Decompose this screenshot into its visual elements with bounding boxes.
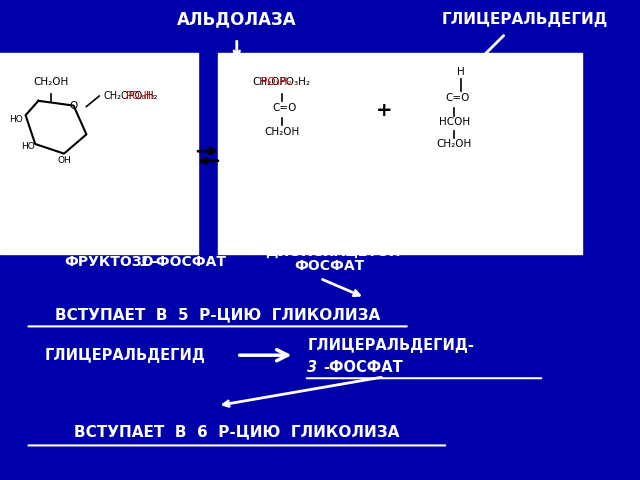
Text: ВСТУПАЕТ  В  6  Р-ЦИЮ  ГЛИКОЛИЗА: ВСТУПАЕТ В 6 Р-ЦИЮ ГЛИКОЛИЗА [74, 424, 399, 440]
Text: 3: 3 [307, 360, 317, 375]
Text: 1: 1 [140, 254, 149, 269]
Text: ДИОКСИАЦЕТОН-: ДИОКСИАЦЕТОН- [266, 245, 407, 259]
Text: H: H [457, 67, 465, 77]
Text: -ФОСФАТ: -ФОСФАТ [323, 360, 403, 375]
Text: HO: HO [9, 116, 23, 124]
Text: ГЛИЦЕРАЛЬДЕГИД-: ГЛИЦЕРАЛЬДЕГИД- [307, 338, 474, 353]
Text: CH₂OPO₃H₂: CH₂OPO₃H₂ [104, 91, 159, 101]
Text: HCOH: HCOH [439, 118, 470, 127]
FancyBboxPatch shape [218, 53, 582, 254]
Text: PO₃H₂: PO₃H₂ [126, 91, 155, 101]
Text: CH₂OH: CH₂OH [264, 127, 300, 137]
Text: ФРУКТОЗО-: ФРУКТОЗО- [64, 254, 159, 269]
Text: CH₂OH: CH₂OH [436, 140, 472, 149]
Text: +: + [376, 101, 392, 120]
Text: ФОСФАТ: ФОСФАТ [294, 259, 365, 274]
Text: C=O: C=O [273, 103, 297, 113]
Text: C=O: C=O [445, 94, 470, 103]
Text: ВСТУПАЕТ  В  5  Р-ЦИЮ  ГЛИКОЛИЗА: ВСТУПАЕТ В 5 Р-ЦИЮ ГЛИКОЛИЗА [55, 307, 380, 322]
Text: CH₂OH: CH₂OH [33, 77, 69, 86]
Text: HO: HO [22, 142, 35, 151]
FancyBboxPatch shape [0, 53, 198, 254]
Text: CH₂OPO₃H₂: CH₂OPO₃H₂ [253, 77, 310, 86]
Text: O: O [70, 101, 77, 110]
Text: АЛЬДОЛАЗА: АЛЬДОЛАЗА [177, 10, 296, 28]
Text: ГЛИЦЕРАЛЬДЕГИД: ГЛИЦЕРАЛЬДЕГИД [45, 348, 205, 363]
Text: -ФОСФАТ: -ФОСФАТ [150, 254, 227, 269]
Text: PO₃H₂: PO₃H₂ [261, 77, 292, 86]
Text: OH: OH [57, 156, 71, 165]
Text: ГЛИЦЕРАЛЬДЕГИД: ГЛИЦЕРАЛЬДЕГИД [442, 12, 608, 27]
